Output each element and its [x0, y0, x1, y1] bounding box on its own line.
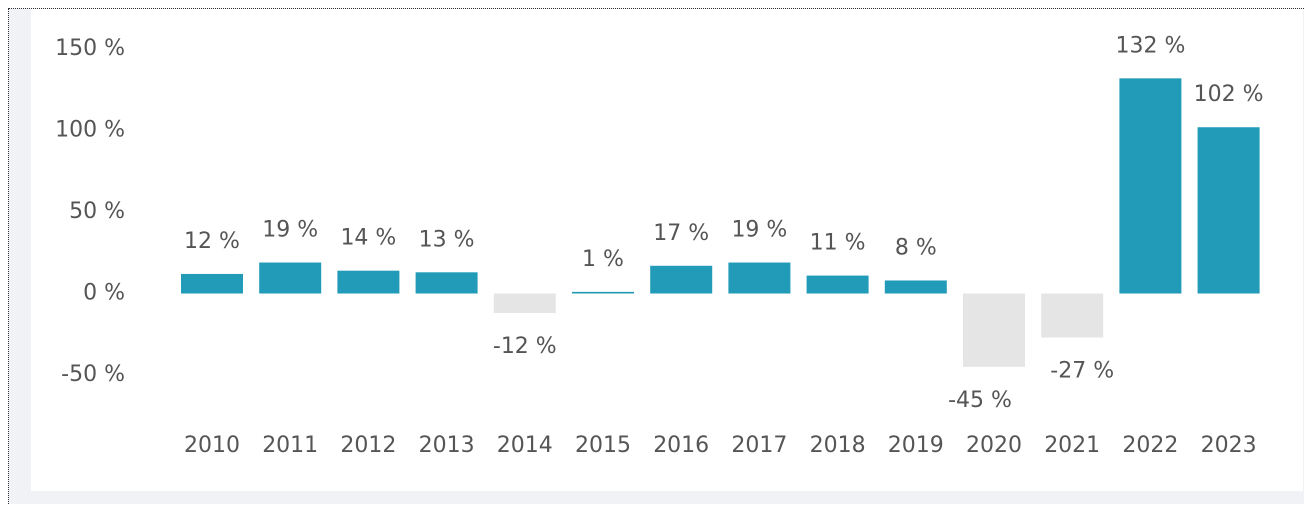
bar	[806, 275, 869, 294]
bar	[1041, 293, 1104, 338]
x-tick-label: 2019	[888, 433, 944, 458]
bar	[572, 291, 634, 294]
x-tick-label: 2023	[1201, 433, 1257, 458]
bar	[337, 270, 400, 294]
y-tick-label: -50 %	[61, 362, 125, 387]
panel	[31, 9, 1303, 491]
y-tick-label: 150 %	[55, 36, 125, 61]
bar	[884, 280, 947, 294]
value-label: -45 %	[948, 388, 1012, 413]
x-tick-label: 2010	[184, 433, 240, 458]
x-tick-label: 2016	[653, 433, 709, 458]
x-tick-label: 2013	[419, 433, 475, 458]
x-tick-label: 2022	[1122, 433, 1178, 458]
value-label: -27 %	[1050, 359, 1114, 384]
bar	[1197, 127, 1260, 294]
bar	[728, 262, 791, 294]
bar	[650, 265, 713, 294]
bar	[415, 272, 478, 294]
y-tick-label: 0 %	[83, 281, 125, 306]
x-tick-label: 2011	[262, 433, 318, 458]
value-label: 132 %	[1115, 33, 1185, 58]
value-label: 8 %	[895, 235, 937, 260]
value-label: 102 %	[1194, 82, 1264, 107]
value-label: -12 %	[493, 334, 557, 359]
value-label: 14 %	[340, 226, 396, 251]
value-label: 12 %	[184, 229, 240, 254]
bar	[493, 293, 556, 314]
bar	[1119, 78, 1182, 294]
x-tick-label: 2017	[731, 433, 787, 458]
x-tick-label: 2021	[1044, 433, 1100, 458]
x-tick-label: 2012	[340, 433, 396, 458]
y-tick-label: 100 %	[55, 118, 125, 143]
value-label: 19 %	[731, 218, 787, 243]
bar	[181, 273, 243, 294]
y-tick-label: 50 %	[69, 199, 125, 224]
bar	[963, 293, 1025, 367]
x-tick-label: 2020	[966, 433, 1022, 458]
frame	[8, 8, 1304, 504]
bar	[259, 262, 322, 294]
value-label: 13 %	[419, 227, 475, 252]
x-tick-label: 2015	[575, 433, 631, 458]
value-label: 11 %	[810, 231, 866, 256]
value-label: 1 %	[582, 247, 624, 272]
x-tick-label: 2018	[810, 433, 866, 458]
x-tick-label: 2014	[497, 433, 553, 458]
value-label: 19 %	[262, 218, 318, 243]
value-label: 17 %	[653, 221, 709, 246]
